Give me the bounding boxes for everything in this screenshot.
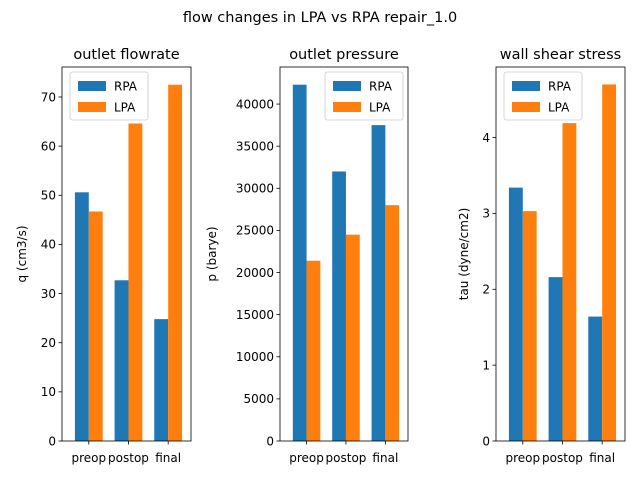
legend-swatch-rpa xyxy=(333,81,361,91)
chart-panel-2: 0 5000 10000 15000 20000 25000 30000 35000 40000… xyxy=(205,47,409,465)
legend-swatch-rpa xyxy=(512,81,540,91)
bar-lpa-preop xyxy=(88,211,103,441)
bar-lpa-postop xyxy=(128,123,143,442)
y-tick-label: 0 xyxy=(266,434,274,448)
legend-label-rpa: RPA xyxy=(369,80,393,94)
y-tick-label: 5000 xyxy=(243,392,274,406)
legend-label-lpa: LPA xyxy=(114,101,136,115)
x-tick-label: preop xyxy=(71,451,106,465)
bar-lpa-final xyxy=(168,84,183,441)
x-tick-label: final xyxy=(155,451,181,465)
bar-lpa-postop xyxy=(345,234,360,441)
bar-lpa-preop xyxy=(522,211,537,441)
x-tick-label: postop xyxy=(326,451,367,465)
y-tick-label: 4 xyxy=(482,131,490,145)
legend-swatch-lpa xyxy=(78,102,106,112)
y-tick-label: 1 xyxy=(482,358,490,372)
bar-lpa-postop xyxy=(562,123,577,441)
x-tick-label: preop xyxy=(289,451,324,465)
y-tick-label: 40 xyxy=(41,238,56,252)
y-tick-label: 50 xyxy=(41,189,56,203)
y-tick-label: 30 xyxy=(41,287,56,301)
bar-rpa-postop xyxy=(332,171,346,441)
x-tick-label: preop xyxy=(505,451,540,465)
legend-label-lpa: LPA xyxy=(548,101,570,115)
axes-frame xyxy=(61,66,192,442)
y-tick-label: 0 xyxy=(48,434,56,448)
x-tick-label: final xyxy=(372,451,398,465)
y-tick-label: 40000 xyxy=(236,97,274,111)
panel-title: outlet flowrate xyxy=(73,47,179,63)
y-axis-label: p (barye) xyxy=(205,226,219,281)
legend-label-rpa: RPA xyxy=(114,80,138,94)
bar-lpa-final xyxy=(602,84,617,441)
x-tick-label: final xyxy=(589,451,615,465)
legend-swatch-rpa xyxy=(78,81,106,91)
bar-rpa-preop xyxy=(292,84,307,441)
bar-rpa-final xyxy=(154,319,169,441)
bar-lpa-preop xyxy=(306,260,321,441)
y-tick-label: 0 xyxy=(482,434,490,448)
bar-rpa-final xyxy=(588,316,603,441)
legend-label-rpa: RPA xyxy=(548,80,572,94)
bar-rpa-preop xyxy=(508,187,523,441)
legend-swatch-lpa xyxy=(512,102,540,112)
bar-rpa-postop xyxy=(548,277,563,441)
y-tick-label: 20000 xyxy=(236,266,274,280)
x-tick-label: postop xyxy=(108,451,149,465)
y-tick-label: 10 xyxy=(41,385,56,399)
y-tick-label: 25000 xyxy=(236,224,274,238)
chart-panel-3: 0 1 2 3 4 preop postop final wall shear stress ta… xyxy=(457,47,626,465)
bar-rpa-postop xyxy=(114,280,129,441)
x-tick-label: postop xyxy=(542,451,583,465)
chart-panel-1: 0 10 20 30 40 50 60 70 preop postop final outlet fl… xyxy=(15,47,192,465)
bar-lpa-final xyxy=(385,205,400,441)
bar-rpa-final xyxy=(371,125,386,442)
figure-title: flow changes in LPA vs RPA repair_1.0 xyxy=(183,10,457,26)
y-tick-label: 30000 xyxy=(236,182,274,196)
y-tick-label: 35000 xyxy=(236,139,274,153)
legend-swatch-lpa xyxy=(333,102,361,112)
y-axis-label: q (cm3/s) xyxy=(15,225,29,282)
axes-frame xyxy=(279,66,409,442)
axes-frame xyxy=(495,66,626,442)
y-tick-label: 10000 xyxy=(236,350,274,364)
y-tick-label: 70 xyxy=(41,90,56,104)
legend-label-lpa: LPA xyxy=(369,101,391,115)
y-tick-label: 2 xyxy=(482,283,490,297)
y-tick-label: 20 xyxy=(41,336,56,350)
bar-rpa-preop xyxy=(74,192,89,441)
y-tick-label: 15000 xyxy=(236,308,274,322)
y-tick-label: 60 xyxy=(41,139,56,153)
y-tick-label: 3 xyxy=(482,207,490,221)
y-axis-label: tau (dyne/cm2) xyxy=(457,208,471,301)
panel-title: outlet pressure xyxy=(289,47,399,63)
panel-title: wall shear stress xyxy=(500,47,621,63)
